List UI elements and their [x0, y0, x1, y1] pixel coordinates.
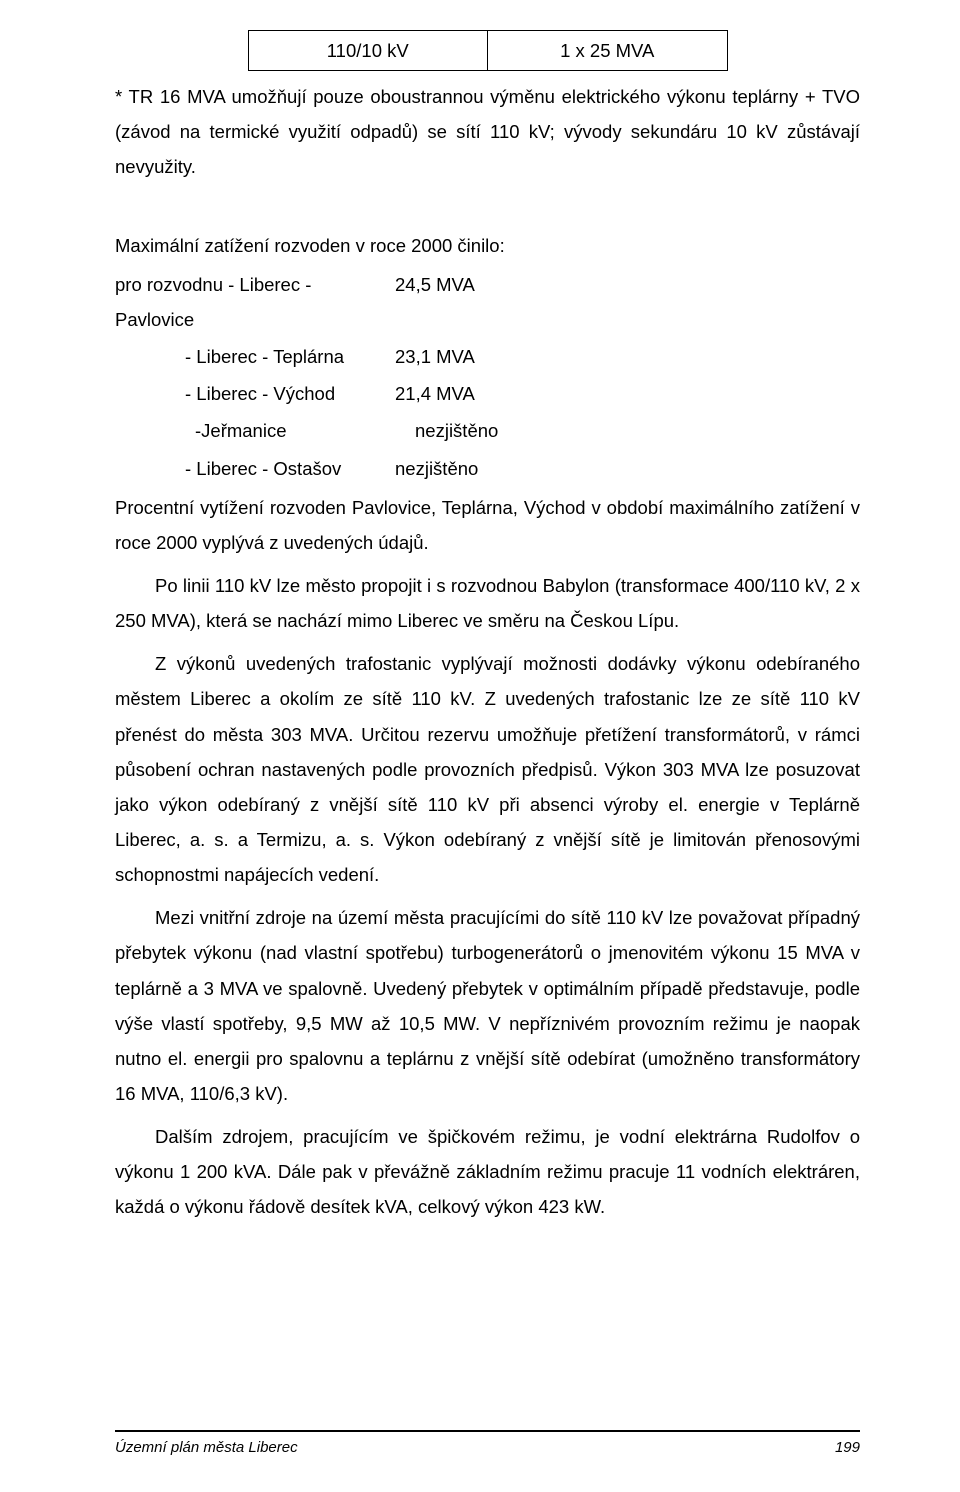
load-label: pro rozvodnu - Liberec - Pavlovice [115, 267, 395, 337]
load-value: 24,5 MVA [395, 267, 595, 337]
load-value: 21,4 MVA [395, 376, 595, 411]
rating-voltage-cell: 110/10 kV [248, 31, 488, 71]
table-row: 110/10 kV 1 x 25 MVA [248, 31, 727, 71]
para-dalsim: Dalším zdrojem, pracujícím ve špičkovém … [115, 1119, 860, 1224]
load-label: - Liberec - Teplárna [115, 339, 395, 374]
page-number: 199 [835, 1434, 860, 1463]
para-vykonu: Z výkonů uvedených trafostanic vyplývají… [115, 646, 860, 892]
para-mezi: Mezi vnitřní zdroje na území města pracu… [115, 900, 860, 1111]
page-footer: Územní plán města Liberec 199 [115, 1430, 860, 1463]
rating-table: 110/10 kV 1 x 25 MVA [248, 30, 728, 71]
max-load-intro: Maximální zatížení rozvoden v roce 2000 … [115, 228, 860, 263]
load-row: - Liberec - Východ 21,4 MVA [115, 376, 860, 411]
footer-row: Územní plán města Liberec 199 [115, 1434, 860, 1463]
footnote-text: * TR 16 MVA umožňují pouze oboustrannou … [115, 79, 860, 184]
page: 110/10 kV 1 x 25 MVA * TR 16 MVA umožňuj… [0, 0, 960, 1492]
load-list: pro rozvodnu - Liberec - Pavlovice 24,5 … [115, 267, 860, 486]
load-value: 23,1 MVA [395, 339, 595, 374]
para-linii: Po linii 110 kV lze město propojit i s r… [115, 568, 860, 638]
load-row: -Jeřmanice nezjištěno [115, 413, 860, 448]
load-value: nezjištěno [395, 451, 595, 486]
load-value: nezjištěno [415, 413, 615, 448]
load-label: - Liberec - Východ [115, 376, 395, 411]
load-label: -Jeřmanice [115, 413, 415, 448]
load-row: pro rozvodnu - Liberec - Pavlovice 24,5 … [115, 267, 860, 337]
load-row: - Liberec - Ostašov nezjištěno [115, 451, 860, 486]
footer-title: Územní plán města Liberec [115, 1434, 298, 1463]
para-procentni: Procentní vytížení rozvoden Pavlovice, T… [115, 490, 860, 560]
rating-capacity-cell: 1 x 25 MVA [488, 31, 728, 71]
load-row: - Liberec - Teplárna 23,1 MVA [115, 339, 860, 374]
footer-line [115, 1430, 860, 1432]
load-label: - Liberec - Ostašov [115, 451, 395, 486]
